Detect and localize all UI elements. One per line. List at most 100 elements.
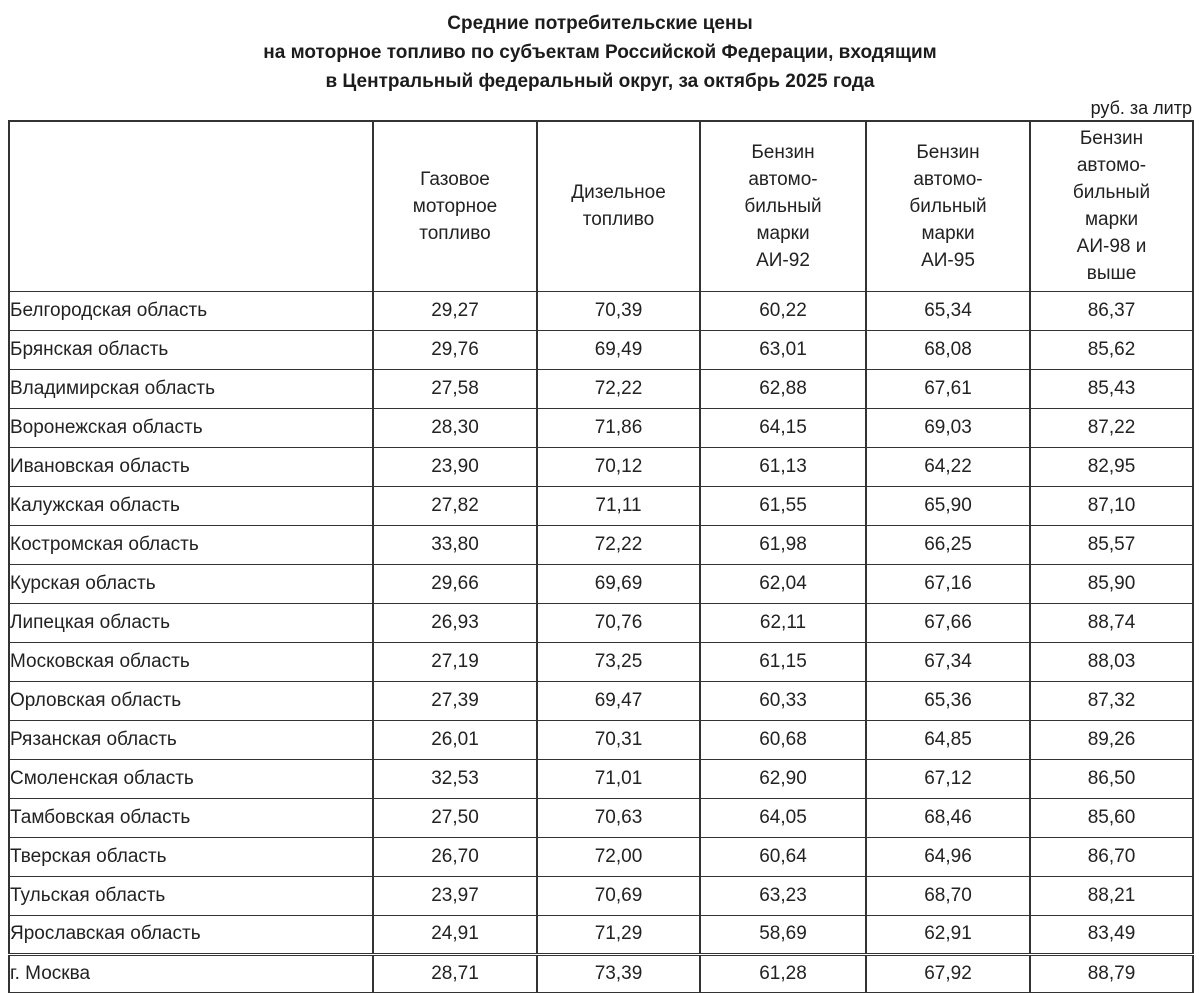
region-cell: Орловская область: [8, 680, 374, 721]
price-cell: 27,39: [372, 680, 538, 721]
region-cell: Костромская область: [8, 524, 374, 565]
price-cell: 61,13: [699, 446, 867, 487]
price-cell: 88,79: [1029, 952, 1194, 993]
unit-label: руб. за литр: [1090, 98, 1192, 118]
price-cell: 26,70: [372, 836, 538, 877]
table-row: Калужская область 27,82 71,11 61,55 65,90 87,…: [8, 485, 1194, 526]
table-row: Тамбовская область 27,50 70,63 64,05 68,46 85…: [8, 797, 1194, 838]
price-cell: 85,57: [1029, 524, 1194, 565]
price-cell: 64,96: [865, 836, 1031, 877]
table-row: Воронежская область 28,30 71,86 64,15 69,03 8…: [8, 407, 1194, 448]
page-title: Средние потребительские цены на моторное…: [263, 13, 937, 92]
price-cell: 86,37: [1029, 290, 1194, 331]
region-cell: г. Москва: [8, 952, 374, 993]
price-cell: 85,90: [1029, 563, 1194, 604]
price-cell: 67,92: [865, 952, 1031, 993]
price-cell: 62,04: [699, 563, 867, 604]
region-cell: Тверская область: [8, 836, 374, 877]
price-cell: 66,25: [865, 524, 1031, 565]
price-cell: 72,22: [536, 524, 701, 565]
price-cell: 64,85: [865, 719, 1031, 760]
price-cell: 64,05: [699, 797, 867, 838]
region-cell: Тульская область: [8, 875, 374, 916]
column-header-gasoline-ai98: Бензин автомо- бильный марки АИ-98 и выш…: [1029, 120, 1194, 292]
price-cell: 65,36: [865, 680, 1031, 721]
price-cell: 61,98: [699, 524, 867, 565]
price-cell: 67,16: [865, 563, 1031, 604]
price-cell: 69,47: [536, 680, 701, 721]
price-cell: 82,95: [1029, 446, 1194, 487]
fuel-prices-table: Газовое моторное топливо Дизельное топли…: [8, 120, 1194, 993]
price-cell: 87,10: [1029, 485, 1194, 526]
region-cell: Калужская область: [8, 485, 374, 526]
table-row: Тульская область 23,97 70,69 63,23 68,70 88,2…: [8, 875, 1194, 916]
region-cell: Липецкая область: [8, 602, 374, 643]
table-row: Орловская область 27,39 69,47 60,33 65,36 87,…: [8, 680, 1194, 721]
price-cell: 88,21: [1029, 875, 1194, 916]
price-cell: 64,22: [865, 446, 1031, 487]
price-cell: 71,01: [536, 758, 701, 799]
region-cell: Ивановская область: [8, 446, 374, 487]
price-cell: 70,31: [536, 719, 701, 760]
price-cell: 28,30: [372, 407, 538, 448]
price-cell: 61,15: [699, 641, 867, 682]
price-cell: 23,97: [372, 875, 538, 916]
price-cell: 61,28: [699, 952, 867, 993]
price-cell: 89,26: [1029, 719, 1194, 760]
price-cell: 62,90: [699, 758, 867, 799]
table-body: Белгородская область 29,27 70,39 60,22 65,34…: [8, 290, 1194, 993]
price-cell: 26,93: [372, 602, 538, 643]
price-cell: 33,80: [372, 524, 538, 565]
price-cell: 71,11: [536, 485, 701, 526]
price-cell: 29,76: [372, 329, 538, 370]
region-cell: Воронежская область: [8, 407, 374, 448]
column-header-diesel-fuel: Дизельное топливо: [536, 120, 701, 292]
table-row: г. Москва 28,71 73,39 61,28 67,92 88,79: [8, 952, 1194, 993]
price-cell: 60,33: [699, 680, 867, 721]
region-cell: Брянская область: [8, 329, 374, 370]
price-cell: 69,49: [536, 329, 701, 370]
region-cell: Белгородская область: [8, 290, 374, 331]
region-cell: Тамбовская область: [8, 797, 374, 838]
price-cell: 27,50: [372, 797, 538, 838]
price-cell: 27,19: [372, 641, 538, 682]
price-cell: 28,71: [372, 952, 538, 993]
table-row: Брянская область 29,76 69,49 63,01 68,08 85,6…: [8, 329, 1194, 370]
table-row: Белгородская область 29,27 70,39 60,22 65,34…: [8, 290, 1194, 331]
price-cell: 27,82: [372, 485, 538, 526]
price-cell: 87,22: [1029, 407, 1194, 448]
price-cell: 29,66: [372, 563, 538, 604]
column-header-gasoline-ai92: Бензин автомо- бильный марки АИ-92: [699, 120, 867, 292]
price-cell: 29,27: [372, 290, 538, 331]
column-header-gas-fuel: Газовое моторное топливо: [372, 120, 538, 292]
price-cell: 68,08: [865, 329, 1031, 370]
table-row: Липецкая область 26,93 70,76 62,11 67,66 88,7…: [8, 602, 1194, 643]
price-cell: 70,63: [536, 797, 701, 838]
region-cell: Курская область: [8, 563, 374, 604]
price-cell: 23,90: [372, 446, 538, 487]
region-column-header: [8, 120, 374, 292]
price-cell: 67,66: [865, 602, 1031, 643]
region-cell: Владимирская область: [8, 368, 374, 409]
price-cell: 88,03: [1029, 641, 1194, 682]
price-cell: 70,39: [536, 290, 701, 331]
price-cell: 71,29: [536, 914, 701, 955]
table-row: Тверская область 26,70 72,00 60,64 64,96 86,7…: [8, 836, 1194, 877]
table-row: Московская область 27,19 73,25 61,15 67,34 88…: [8, 641, 1194, 682]
table-row: Курская область 29,66 69,69 62,04 67,16 85,90: [8, 563, 1194, 604]
price-cell: 27,58: [372, 368, 538, 409]
price-cell: 73,39: [536, 952, 701, 993]
price-cell: 63,23: [699, 875, 867, 916]
price-cell: 58,69: [699, 914, 867, 955]
price-cell: 60,64: [699, 836, 867, 877]
price-cell: 26,01: [372, 719, 538, 760]
price-cell: 73,25: [536, 641, 701, 682]
price-cell: 72,22: [536, 368, 701, 409]
price-cell: 65,34: [865, 290, 1031, 331]
region-cell: Ярославская область: [8, 914, 374, 955]
price-cell: 87,32: [1029, 680, 1194, 721]
price-cell: 85,60: [1029, 797, 1194, 838]
price-cell: 60,68: [699, 719, 867, 760]
price-cell: 68,46: [865, 797, 1031, 838]
